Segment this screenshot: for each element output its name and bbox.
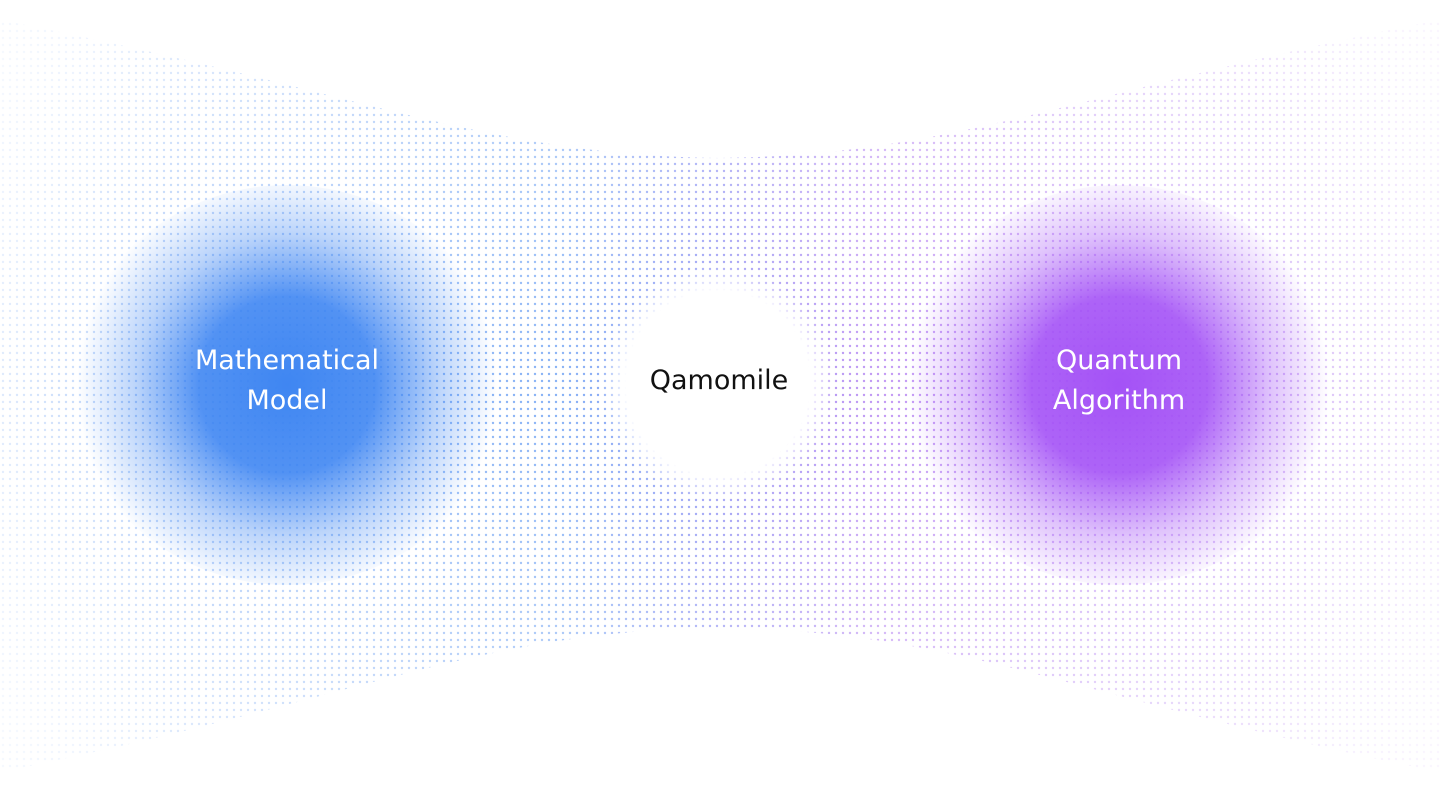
mathematical-model-glow [72, 185, 502, 585]
quantum-algorithm-line2: Algorithm [1053, 381, 1185, 421]
qamomile-label: Qamomile [650, 361, 789, 401]
quantum-algorithm-label: Quantum Algorithm [1053, 341, 1185, 421]
quantum-algorithm-line1: Quantum [1053, 341, 1185, 381]
qamomile-text: Qamomile [650, 361, 789, 401]
mathematical-model-line1: Mathematical [195, 341, 379, 381]
qamomile-node [600, 265, 836, 501]
mathematical-model-label: Mathematical Model [195, 341, 379, 421]
quantum-algorithm-glow [904, 185, 1334, 585]
mathematical-model-line2: Model [195, 381, 379, 421]
